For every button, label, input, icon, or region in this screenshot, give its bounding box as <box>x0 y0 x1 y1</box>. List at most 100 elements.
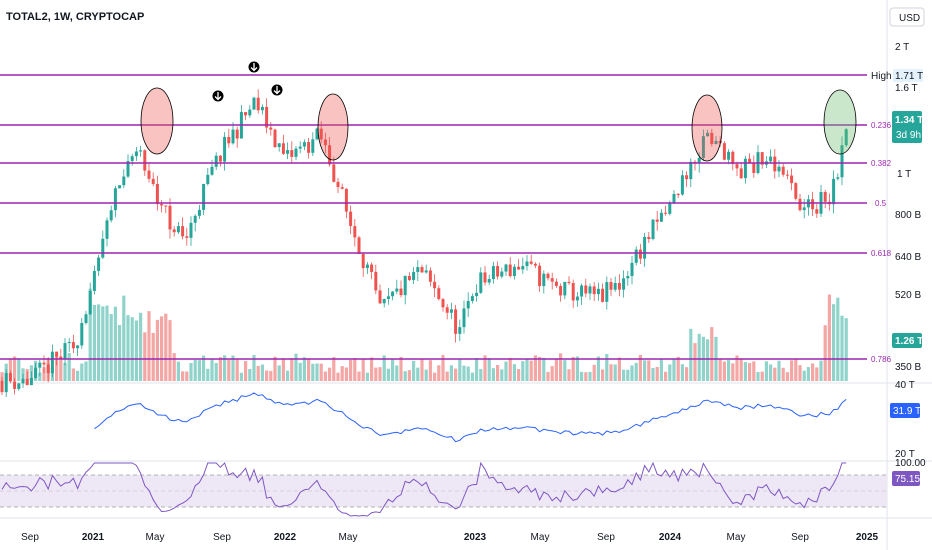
candle-body <box>424 270 428 273</box>
volume-bar <box>655 366 659 381</box>
candle-body <box>643 236 647 259</box>
volume-bar <box>403 371 407 381</box>
volume-bar <box>197 360 201 381</box>
candle-body <box>17 383 21 389</box>
candle-body <box>13 381 17 389</box>
volume-bar <box>454 368 458 381</box>
volume-bar <box>647 360 651 381</box>
volume-bar <box>651 367 655 381</box>
volume-bar <box>265 370 269 381</box>
volume-bar <box>13 356 17 381</box>
volume-bar <box>437 365 441 381</box>
candle-body <box>265 106 269 128</box>
volume-bar <box>580 371 584 381</box>
candle-body <box>500 271 504 277</box>
volume-bar <box>286 370 290 381</box>
volume-bar <box>311 363 315 381</box>
candle-body <box>462 308 466 328</box>
candle-body <box>517 266 521 270</box>
currency-label: USD <box>899 13 920 24</box>
candle-body <box>840 145 844 178</box>
volume-bar <box>109 314 113 381</box>
candle-body <box>185 236 189 238</box>
volume-bar <box>164 313 168 381</box>
candle-body <box>584 285 588 294</box>
volume-bar <box>206 368 210 381</box>
volume-bar <box>126 315 130 381</box>
candle-body <box>34 367 38 378</box>
candle-body <box>559 285 563 296</box>
high-label: High <box>871 71 892 82</box>
candle-body <box>172 229 176 233</box>
volume-bar <box>420 358 424 381</box>
volume-bar <box>143 332 147 381</box>
candle-body <box>214 155 218 167</box>
volume-bar <box>252 355 256 381</box>
volume-bar <box>244 361 248 381</box>
candle-body <box>168 205 172 230</box>
volume-bar <box>269 370 273 381</box>
volume-bar <box>172 353 176 381</box>
candle-body <box>680 175 684 195</box>
candle-body <box>126 161 130 177</box>
time-axis: Sep 2021 May Sep 2022 May 2023 May Sep 2024 May Sep… <box>21 532 878 543</box>
candle-body <box>370 264 374 272</box>
volume-bar <box>235 359 239 381</box>
candle-body <box>718 140 722 144</box>
fib-label-0786: 0.786 <box>871 355 892 364</box>
volume-bar <box>622 369 626 381</box>
candle-body <box>529 261 533 264</box>
candle-body <box>596 288 600 295</box>
volume-bar <box>395 365 399 381</box>
volume-bar <box>38 372 42 381</box>
candle-body <box>42 362 46 365</box>
volume-bar <box>752 361 756 381</box>
volume-bar <box>743 362 747 381</box>
volume-bar <box>210 358 214 381</box>
candle-body <box>777 166 781 172</box>
volume-bar <box>550 366 554 381</box>
candle-body <box>504 264 508 272</box>
volume-bar <box>760 371 764 381</box>
high-value-tag <box>893 69 923 82</box>
volume-bar <box>483 355 487 381</box>
candle-body <box>836 177 840 179</box>
volume-bar <box>181 371 185 381</box>
candle-body <box>260 106 264 111</box>
candle-body <box>349 211 353 227</box>
candle-body <box>458 327 462 334</box>
volume-bar <box>336 372 340 381</box>
volume-bar <box>0 372 4 381</box>
time-axis-label: May <box>339 532 358 543</box>
candle-body <box>752 162 756 173</box>
candle-body <box>588 286 592 294</box>
candle-body <box>672 193 676 203</box>
volume-bar <box>223 355 227 381</box>
currency-button[interactable] <box>889 7 925 27</box>
candle-body <box>302 142 306 147</box>
volume-bar <box>567 369 571 381</box>
candle-body <box>815 209 819 214</box>
candle-body <box>231 129 235 144</box>
candle-body <box>101 238 105 258</box>
volume-bar <box>806 367 810 381</box>
candle-body <box>790 175 794 184</box>
candle-body <box>554 281 558 286</box>
highlight-circle-red-1 <box>140 87 174 155</box>
candle-body <box>668 202 672 214</box>
volume-bar <box>386 368 390 381</box>
volume-bar <box>449 365 453 381</box>
volume-bar <box>319 363 323 381</box>
candle-body <box>739 168 743 179</box>
volume-bar <box>538 356 542 381</box>
candle-body <box>521 266 525 270</box>
volume-bar <box>643 360 647 381</box>
price-tick: 2 T <box>895 42 909 53</box>
candle-body <box>307 142 311 153</box>
candle-body <box>55 351 59 357</box>
candle-body <box>542 273 546 287</box>
volume-bar <box>134 320 138 381</box>
candle-body <box>689 161 693 180</box>
candle-body <box>181 226 185 237</box>
